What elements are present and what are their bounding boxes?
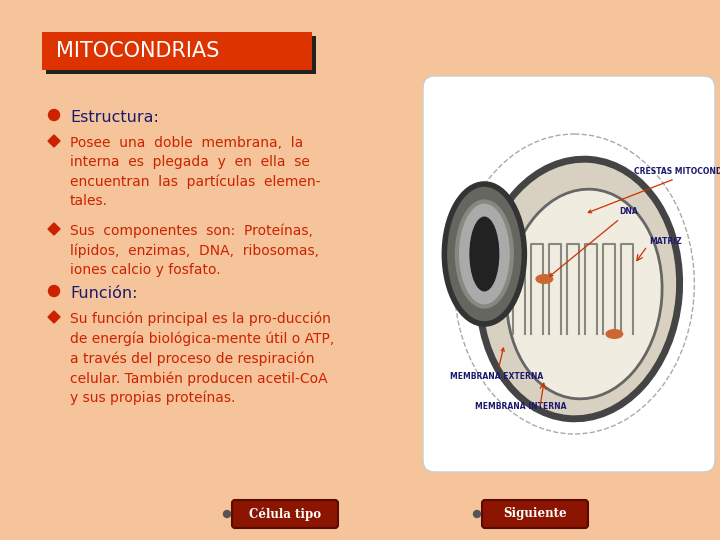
Polygon shape <box>48 311 60 323</box>
Ellipse shape <box>457 201 512 307</box>
FancyBboxPatch shape <box>46 36 316 74</box>
Circle shape <box>223 510 230 517</box>
FancyBboxPatch shape <box>232 500 338 528</box>
Circle shape <box>48 110 60 120</box>
FancyBboxPatch shape <box>423 76 715 472</box>
Text: DNA: DNA <box>549 207 638 276</box>
FancyBboxPatch shape <box>42 32 312 70</box>
Ellipse shape <box>479 159 680 419</box>
Text: Célula tipo: Célula tipo <box>249 507 321 521</box>
Polygon shape <box>48 223 60 235</box>
Text: MITOCONDRIAS: MITOCONDRIAS <box>56 41 220 61</box>
Polygon shape <box>48 135 60 147</box>
Text: Sus  componentes  son:  Proteínas,
lípidos,  enzimas,  DNA,  ribosomas,
iones ca: Sus componentes son: Proteínas, lípidos,… <box>70 224 319 277</box>
Text: MATRIZ: MATRIZ <box>649 237 682 246</box>
Text: Función:: Función: <box>70 286 138 301</box>
Ellipse shape <box>507 189 662 399</box>
Text: Posee  una  doble  membrana,  la
interna  es  plegada  y  en  ella  se
encuentra: Posee una doble membrana, la interna es … <box>70 136 320 207</box>
Circle shape <box>474 510 480 517</box>
Text: MEMBRANA EXTERNA: MEMBRANA EXTERNA <box>450 348 544 381</box>
Text: MEMBRANA INTERNA: MEMBRANA INTERNA <box>475 402 567 411</box>
Ellipse shape <box>469 217 500 292</box>
Text: CRESTAS MITOCONDRIALES: CRESTAS MITOCONDRIALES <box>588 167 720 213</box>
Ellipse shape <box>606 329 624 339</box>
Ellipse shape <box>536 274 554 284</box>
Circle shape <box>48 286 60 296</box>
Ellipse shape <box>444 184 524 324</box>
FancyBboxPatch shape <box>482 500 588 528</box>
Text: Estructura:: Estructura: <box>70 110 159 125</box>
Text: Siguiente: Siguiente <box>503 508 567 521</box>
Text: Su función principal es la pro-ducción
de energía biológica-mente útil o ATP,
a : Su función principal es la pro-ducción d… <box>70 312 334 405</box>
